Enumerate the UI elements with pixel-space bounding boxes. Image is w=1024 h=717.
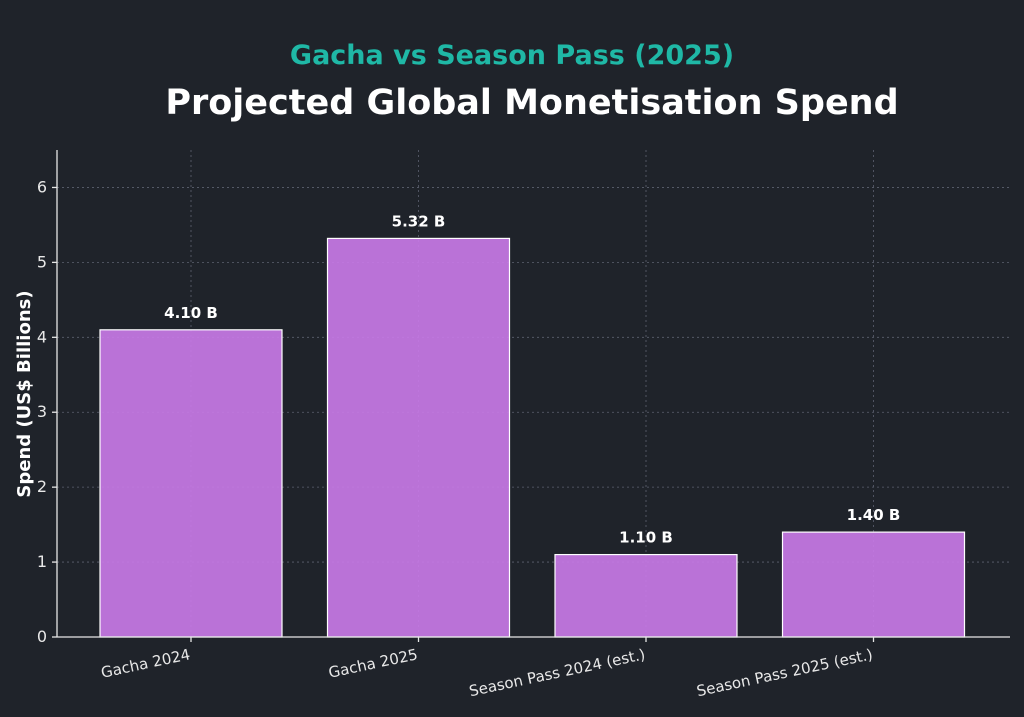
bars [99, 237, 966, 638]
y-tick-label: 5 [37, 252, 47, 271]
x-tick-label: Gacha 2025 [327, 645, 419, 681]
bar-4 [781, 531, 966, 638]
y-tick-label: 0 [37, 627, 47, 646]
y-tick-label: 6 [37, 177, 47, 196]
bar-1 [99, 329, 283, 638]
axes [52, 150, 1010, 642]
y-tick-label: 3 [37, 402, 47, 421]
labels: 4.10 B 5.32 B 1.10 B 1.40 B 0 1 2 3 4 5 6 Gacha 202… [37, 177, 901, 700]
y-tick-label: 1 [37, 552, 47, 571]
chart-subtitle: Gacha vs Season Pass (2025) [290, 40, 734, 71]
x-tick-label: Season Pass 2024 (est.) [467, 645, 646, 700]
data-label: 1.40 B [847, 506, 901, 524]
y-tick-label: 2 [37, 477, 47, 496]
x-tick-label: Season Pass 2025 (est.) [695, 645, 874, 700]
data-label: 1.10 B [619, 529, 673, 547]
y-tick-label: 4 [37, 327, 47, 346]
data-label: 5.32 B [392, 212, 446, 230]
x-tick-label: Gacha 2024 [99, 645, 191, 681]
chart-title: Projected Global Monetisation Spend [165, 83, 898, 123]
bar-2 [326, 237, 511, 638]
data-label: 4.10 B [164, 304, 218, 322]
y-axis-label: Spend (US$ Billions) [14, 290, 35, 497]
bar-3 [554, 553, 738, 638]
